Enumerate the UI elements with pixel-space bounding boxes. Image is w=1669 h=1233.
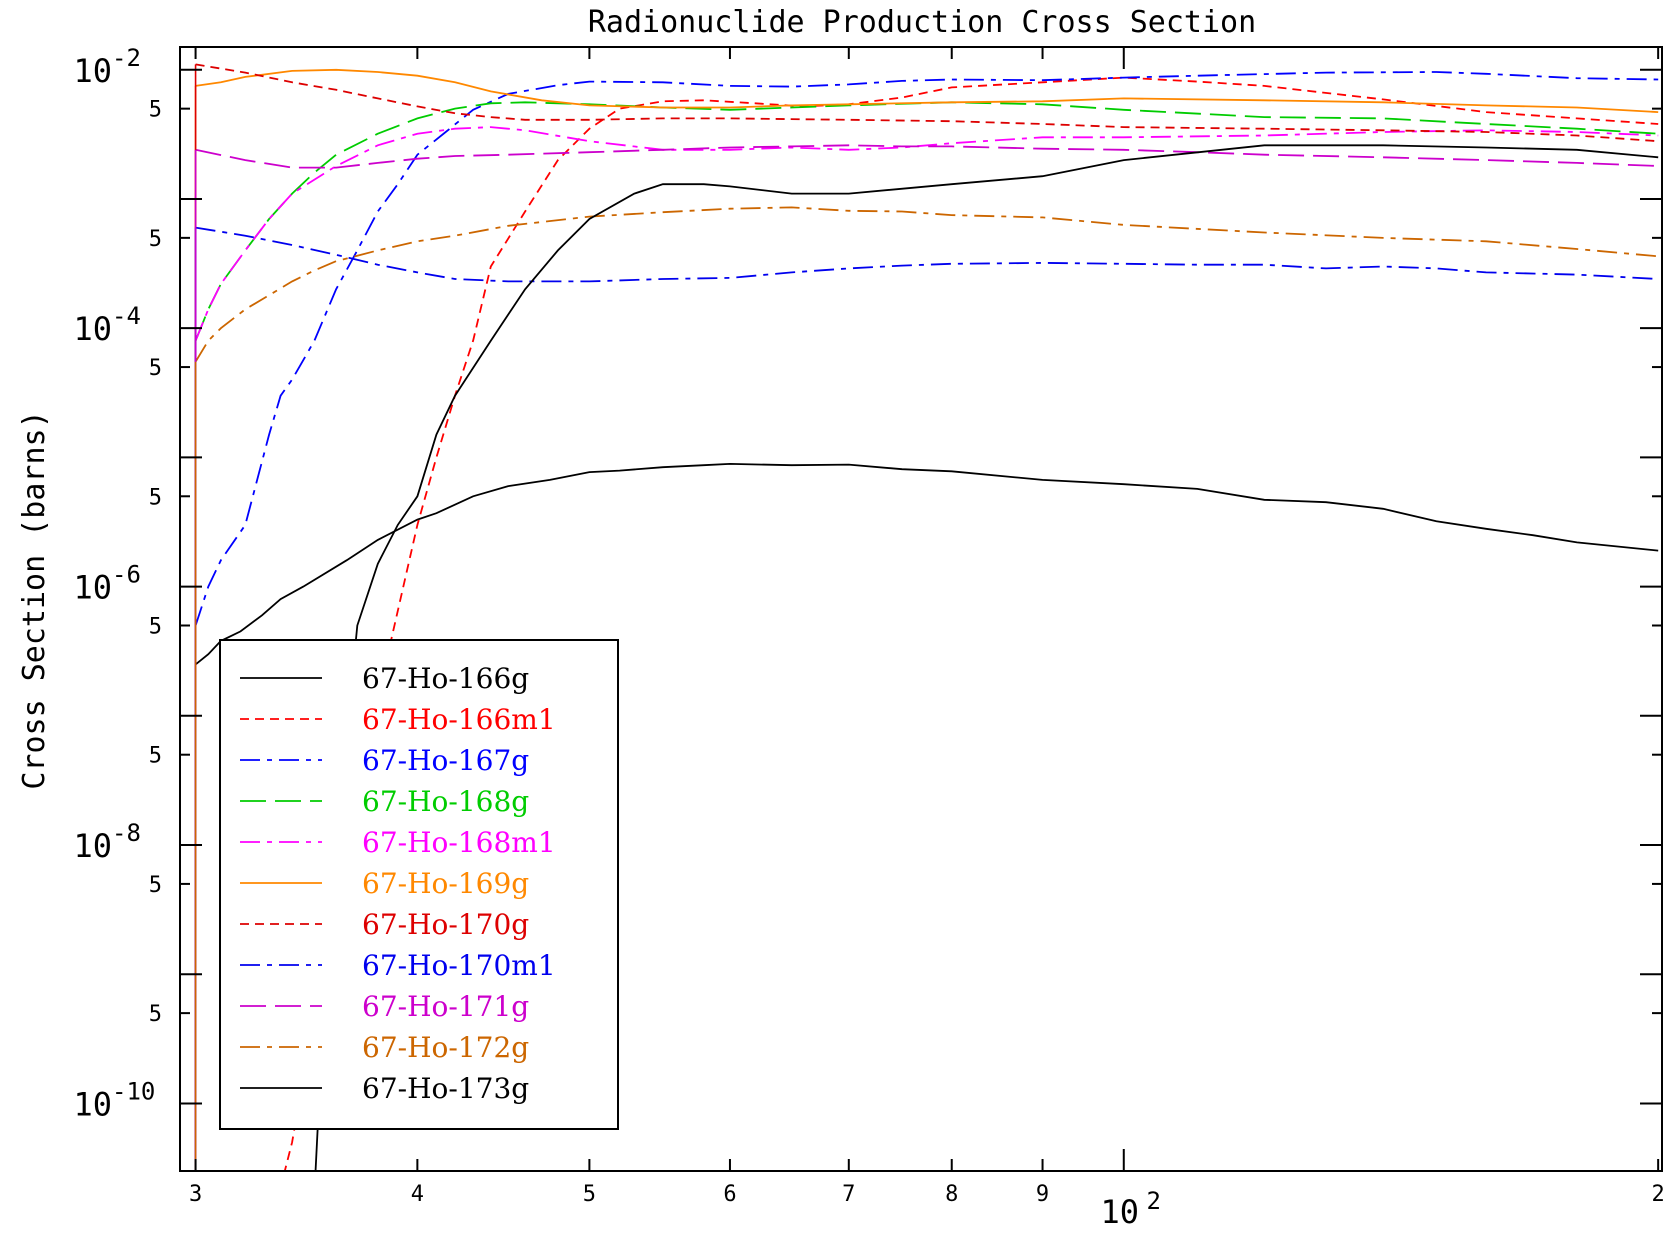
chart-title: Radionuclide Production Cross Section <box>588 5 1256 40</box>
y-tick-base: 10 <box>73 310 112 348</box>
series-line <box>283 76 1659 1171</box>
legend-label: 67-Ho-167g <box>362 744 529 777</box>
x-tick-label: 9 <box>1036 1182 1049 1207</box>
x-decade-base: 10 <box>1101 1193 1140 1231</box>
legend-label: 67-Ho-169g <box>362 867 529 900</box>
x-tick-label: 4 <box>411 1182 424 1207</box>
x-tick-label: 2 <box>1652 1182 1665 1207</box>
y-minor-tick-label: 5 <box>149 98 162 123</box>
y-minor-tick-label: 5 <box>149 227 162 252</box>
legend-label: 67-Ho-166g <box>362 662 529 695</box>
plot-frame <box>179 46 1663 1172</box>
legend-label: 67-Ho-168g <box>362 785 529 818</box>
y-tick-exp: -8 <box>112 819 141 847</box>
legend-label: 67-Ho-171g <box>362 990 529 1023</box>
legend: 67-Ho-166g 67-Ho-166m1 67-Ho-167g 67-Ho-168… <box>219 639 619 1130</box>
legend-label: 67-Ho-170m1 <box>362 949 556 982</box>
y-axis-label: Cross Section (barns) <box>17 410 52 789</box>
y-tick-base: 10 <box>73 569 112 607</box>
y-tick-base: 10 <box>73 52 112 90</box>
y-tick-base: 10 <box>73 1085 112 1123</box>
series-line <box>194 71 1659 626</box>
x-tick-label: 6 <box>723 1182 736 1207</box>
series-line <box>195 226 1659 283</box>
x-decade-exp: 2 <box>1147 1187 1161 1215</box>
y-minor-tick-label: 5 <box>149 744 162 769</box>
y-minor-tick-label: 5 <box>149 1002 162 1027</box>
y-tick-exp: -2 <box>112 44 141 72</box>
series-line <box>195 68 1659 113</box>
y-minor-tick-label: 5 <box>149 614 162 639</box>
legend-label: 67-Ho-168m1 <box>362 826 556 859</box>
x-tick-label: 7 <box>842 1182 855 1207</box>
legend-label: 67-Ho-173g <box>362 1072 529 1105</box>
series-line <box>195 63 1659 143</box>
legend-label: 67-Ho-166m1 <box>362 703 556 736</box>
y-tick-exp: -6 <box>112 561 141 589</box>
plot-area <box>194 63 1659 1171</box>
series-line <box>195 462 1659 666</box>
series-line <box>314 144 1659 1171</box>
y-tick-base: 10 <box>73 827 112 865</box>
y-tick-exp: -10 <box>112 1077 155 1105</box>
y-tick-exp: -4 <box>112 302 141 330</box>
y-minor-tick-label: 5 <box>149 485 162 510</box>
x-tick-label: 8 <box>945 1182 958 1207</box>
series-line <box>194 126 1659 342</box>
x-tick-label: 5 <box>583 1182 596 1207</box>
legend-label: 67-Ho-172g <box>362 1031 529 1064</box>
series-line <box>195 144 1659 169</box>
series-line <box>194 101 1659 342</box>
y-minor-tick-label: 5 <box>149 356 162 381</box>
x-tick-label: 3 <box>189 1182 202 1207</box>
y-minor-tick-label: 5 <box>149 873 162 898</box>
legend-label: 67-Ho-170g <box>362 908 529 941</box>
series-line <box>194 206 1659 363</box>
